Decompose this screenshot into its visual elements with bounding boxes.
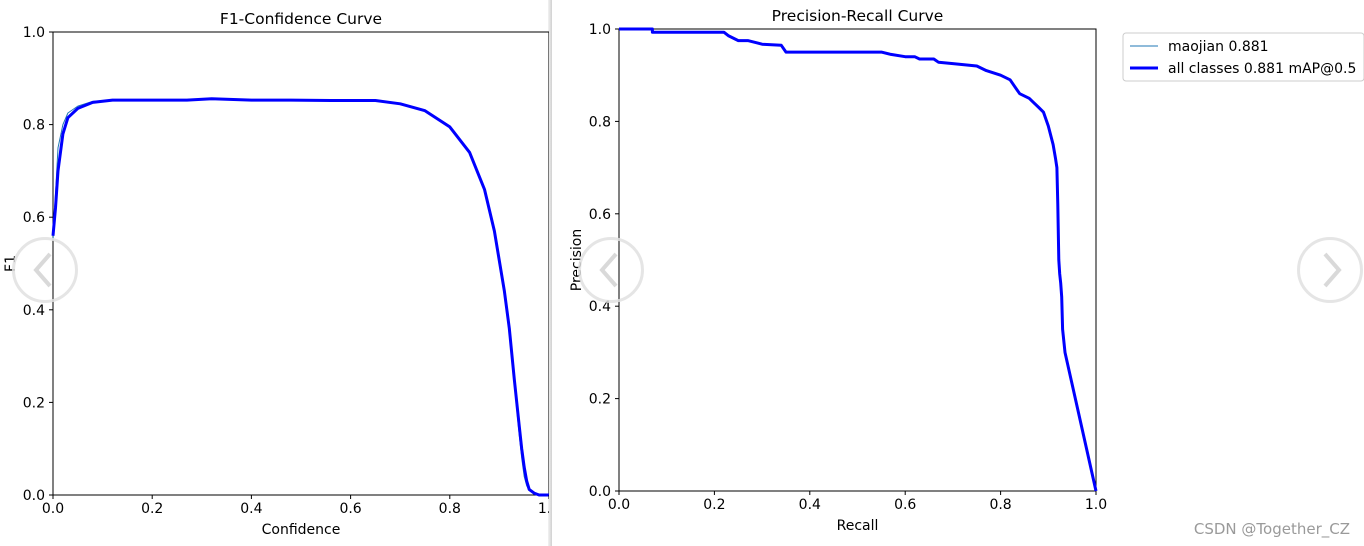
- y-tick-label: 1.0: [589, 22, 611, 38]
- chart-title: Precision-Recall Curve: [772, 7, 944, 25]
- x-tick-label: 0.0: [608, 497, 630, 513]
- y-tick-label: 0.6: [589, 207, 611, 223]
- y-tick-label: 0.2: [589, 392, 611, 408]
- y-tick-label: 0.4: [589, 299, 611, 315]
- y-tick-label: 0.0: [23, 488, 45, 504]
- series-line-0-1: [51, 97, 549, 497]
- y-tick-label: 0.8: [23, 118, 45, 134]
- y-tick-label: 0.4: [23, 303, 45, 319]
- prev-image-button[interactable]: [12, 237, 78, 303]
- x-tick-label: 0.8: [439, 501, 461, 517]
- y-tick-label: 0.6: [23, 210, 45, 226]
- legend-label: all classes 0.881 mAP@0.5: [1168, 61, 1356, 77]
- x-tick-label: 0.8: [989, 497, 1011, 513]
- next-image-button[interactable]: [1297, 237, 1363, 303]
- panel-divider: [548, 0, 552, 546]
- x-tick-label: 0.6: [339, 501, 361, 517]
- x-tick-label: 0.4: [240, 501, 262, 517]
- y-tick-label: 0.2: [23, 395, 45, 411]
- x-tick-label: 0.2: [141, 501, 163, 517]
- x-tick-label: 0.2: [703, 497, 725, 513]
- chart-title: F1-Confidence Curve: [220, 10, 382, 28]
- plot-frame-0: [52, 31, 549, 496]
- watermark: CSDN @Together_CZ: [1193, 520, 1350, 538]
- chevron-right-icon: [1323, 252, 1342, 288]
- plot-frame-1: [618, 28, 1097, 492]
- x-axis-label: Confidence: [262, 522, 341, 538]
- x-tick-label: 0.0: [42, 501, 64, 517]
- chevron-left-icon: [33, 252, 52, 288]
- y-tick-label: 1.0: [23, 25, 45, 41]
- legend-box: [1122, 32, 1364, 82]
- x-axis-label: Recall: [837, 518, 879, 534]
- x-tick-label: 0.6: [894, 497, 916, 513]
- chevron-left-icon: [599, 252, 618, 288]
- prev-image-button-secondary[interactable]: [578, 237, 644, 303]
- x-tick-label: 1.0: [1085, 497, 1107, 513]
- x-tick-label: 0.4: [799, 497, 821, 513]
- legend-label: maojian 0.881: [1168, 39, 1269, 55]
- series-line-1-1: [619, 27, 1098, 492]
- y-tick-label: 0.8: [589, 114, 611, 130]
- y-tick-label: 0.0: [589, 484, 611, 500]
- x-tick-label: 1.0: [538, 501, 560, 517]
